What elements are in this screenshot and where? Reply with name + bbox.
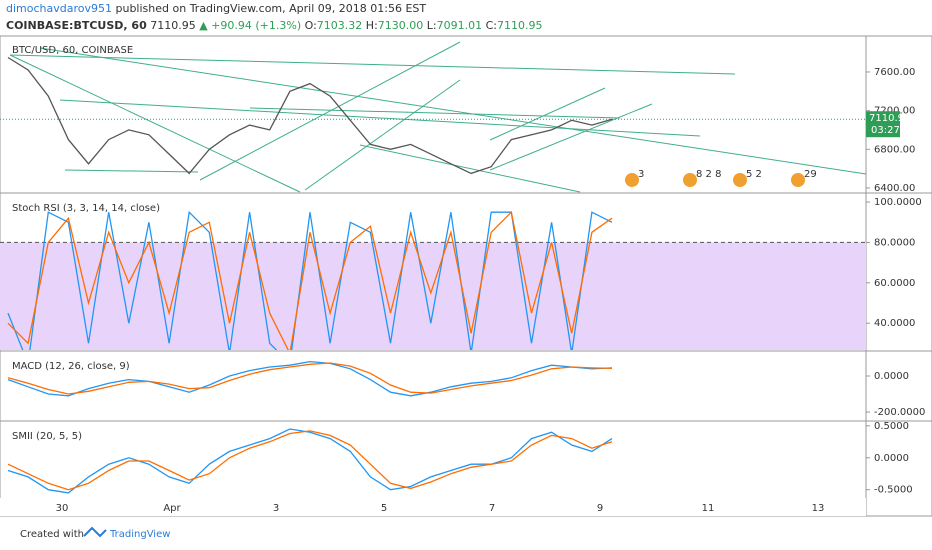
h-label: H: (365, 19, 378, 32)
y-tick-label: 0.0000 (874, 371, 909, 382)
close: 7110.95 (497, 19, 543, 32)
price-tag-label: 7110.95 (869, 113, 910, 124)
event-icon (683, 173, 697, 187)
open: 7103.32 (316, 19, 363, 32)
series-line (7, 428, 613, 494)
panel-title: BTC/USD, 60, COINBASE (12, 45, 133, 56)
y-tick-label: 100.0000 (874, 197, 922, 208)
countdown: 03:27 (871, 125, 900, 136)
x-tick-label: 11 (702, 503, 715, 514)
y-tick-label: 0.0000 (874, 453, 909, 464)
series-line (7, 362, 613, 395)
trend-lines (9, 41, 867, 193)
series-line (7, 360, 613, 397)
c-label: C: (485, 19, 498, 32)
y-tick-label: -200.0000 (874, 407, 925, 418)
x-tick-label: 7 (489, 503, 495, 514)
high: 7130.00 (377, 19, 424, 32)
symbol: COINBASE:BTCUSD, 60 (6, 19, 147, 32)
logo (83, 526, 107, 538)
event-label: 5 2 (746, 169, 762, 180)
published: published on TradingView.com, April 09, … (115, 2, 427, 15)
change: ▲ +90.94 (+1.3%) (199, 19, 302, 32)
x-axis-bg (0, 498, 866, 516)
series-line (7, 430, 613, 491)
x-tick-label: 30 (56, 503, 69, 514)
header-line: dimochavdarov951 published on TradingVie… (6, 2, 426, 15)
o-label: O: (304, 19, 317, 32)
author[interactable]: dimochavdarov951 (6, 2, 112, 15)
event-icon (733, 173, 747, 187)
y-tick-label: 40.0000 (874, 318, 915, 329)
price: 7110.95 (150, 19, 196, 32)
x-tick-label: 3 (273, 503, 279, 514)
y-tick-label: 7600.00 (874, 67, 915, 78)
series-line (7, 56, 613, 175)
panel-title: MACD (12, 26, close, 9) (12, 361, 130, 372)
event-label: 29 (804, 169, 817, 180)
y-tick-label: 80.0000 (874, 237, 915, 248)
panel-title: SMII (20, 5, 5) (12, 431, 82, 442)
y-tick-label: 7200.00 (874, 106, 915, 117)
x-tick-label: 13 (812, 503, 825, 514)
event-icon (791, 173, 805, 187)
footer-brand[interactable]: TradingView (109, 529, 170, 540)
series-line (7, 210, 613, 350)
y-tick-label: 60.0000 (874, 278, 915, 289)
price-tag (866, 111, 900, 138)
band (0, 242, 866, 350)
event-label: 8 2 8 (696, 169, 721, 180)
low: 7091.01 (436, 19, 483, 32)
quote-line: COINBASE:BTCUSD, 60 7110.95 ▲ +90.94 (+1… (6, 19, 543, 32)
x-tick-label: Apr (163, 503, 181, 514)
footer-created: Created with (20, 529, 84, 540)
y-tick-label: 6400.00 (874, 183, 915, 194)
y-tick-label: 6800.00 (874, 144, 915, 155)
event-icon (625, 173, 639, 187)
y-tick-label: -0.5000 (874, 485, 913, 496)
panel-title: Stoch RSI (3, 3, 14, 14, close) (12, 203, 160, 214)
x-tick-label: 9 (597, 503, 603, 514)
event-label: 3 (638, 169, 644, 180)
y-tick-label: 0.5000 (874, 421, 909, 432)
x-tick-label: 5 (381, 503, 387, 514)
l-label: L: (426, 19, 437, 32)
